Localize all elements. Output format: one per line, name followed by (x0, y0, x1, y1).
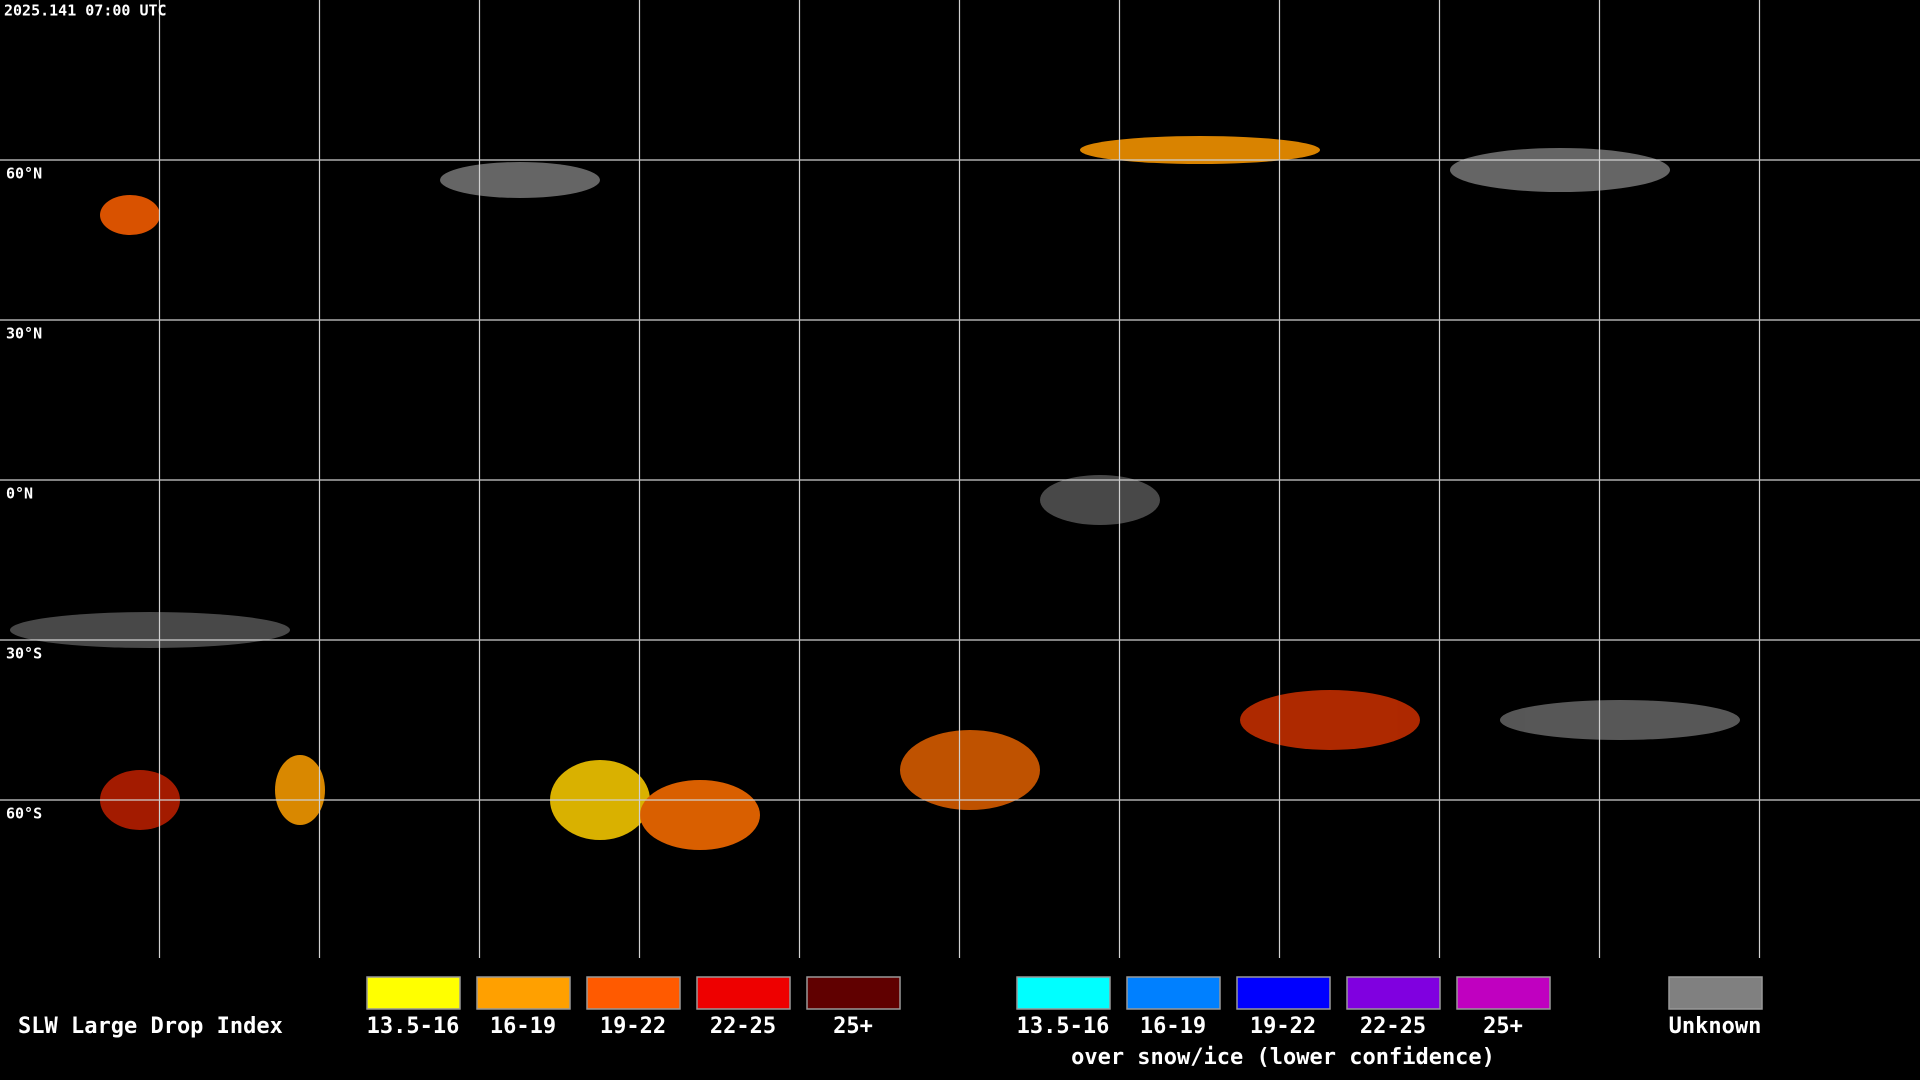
legend-label: 13.5-16 (1017, 1014, 1110, 1039)
cloud-blob (1080, 136, 1320, 164)
legend-label: 22-25 (710, 1014, 776, 1039)
legend-swatch (1016, 976, 1111, 1010)
latitude-label: 60°S (6, 805, 42, 823)
legend-label: 25+ (1483, 1014, 1523, 1039)
legend-label: 13.5-16 (367, 1014, 460, 1039)
legend-swatch (1456, 976, 1551, 1010)
cloud-blob (440, 162, 600, 198)
legend-label: 16-19 (1140, 1014, 1206, 1039)
legend-swatch (696, 976, 791, 1010)
legend-caption: over snow/ice (lower confidence) (1071, 1045, 1495, 1070)
cloud-blob (1450, 148, 1670, 192)
legend-panel (0, 958, 1920, 1080)
latitude-label: 0°N (6, 485, 33, 503)
cloud-blob (1040, 475, 1160, 525)
legend-label: 25+ (833, 1014, 873, 1039)
cloud-blob (275, 755, 325, 825)
latitude-label: 60°N (6, 165, 42, 183)
legend-swatch (1126, 976, 1221, 1010)
legend-label: 19-22 (1250, 1014, 1316, 1039)
legend-swatch (586, 976, 681, 1010)
cloud-blob (10, 612, 290, 648)
legend-label: Unknown (1669, 1014, 1762, 1039)
legend-swatch (806, 976, 901, 1010)
latitude-label: 30°N (6, 325, 42, 343)
legend-swatch (1668, 976, 1763, 1010)
latitude-label: 30°S (6, 645, 42, 663)
legend-label: 16-19 (490, 1014, 556, 1039)
legend-swatch (1236, 976, 1331, 1010)
legend-title: SLW Large Drop Index (18, 1014, 283, 1039)
cloud-blob (1500, 700, 1740, 740)
legend-label: 19-22 (600, 1014, 666, 1039)
cloud-blob (100, 195, 160, 235)
timestamp: 2025.141 07:00 UTC (4, 2, 167, 20)
cloud-blob (1240, 690, 1420, 750)
cloud-blob (900, 730, 1040, 810)
cloud-blob (640, 780, 760, 850)
graticule (0, 0, 1920, 958)
legend-swatch (476, 976, 571, 1010)
legend-swatch (1346, 976, 1441, 1010)
legend-swatch (366, 976, 461, 1010)
legend-label: 22-25 (1360, 1014, 1426, 1039)
